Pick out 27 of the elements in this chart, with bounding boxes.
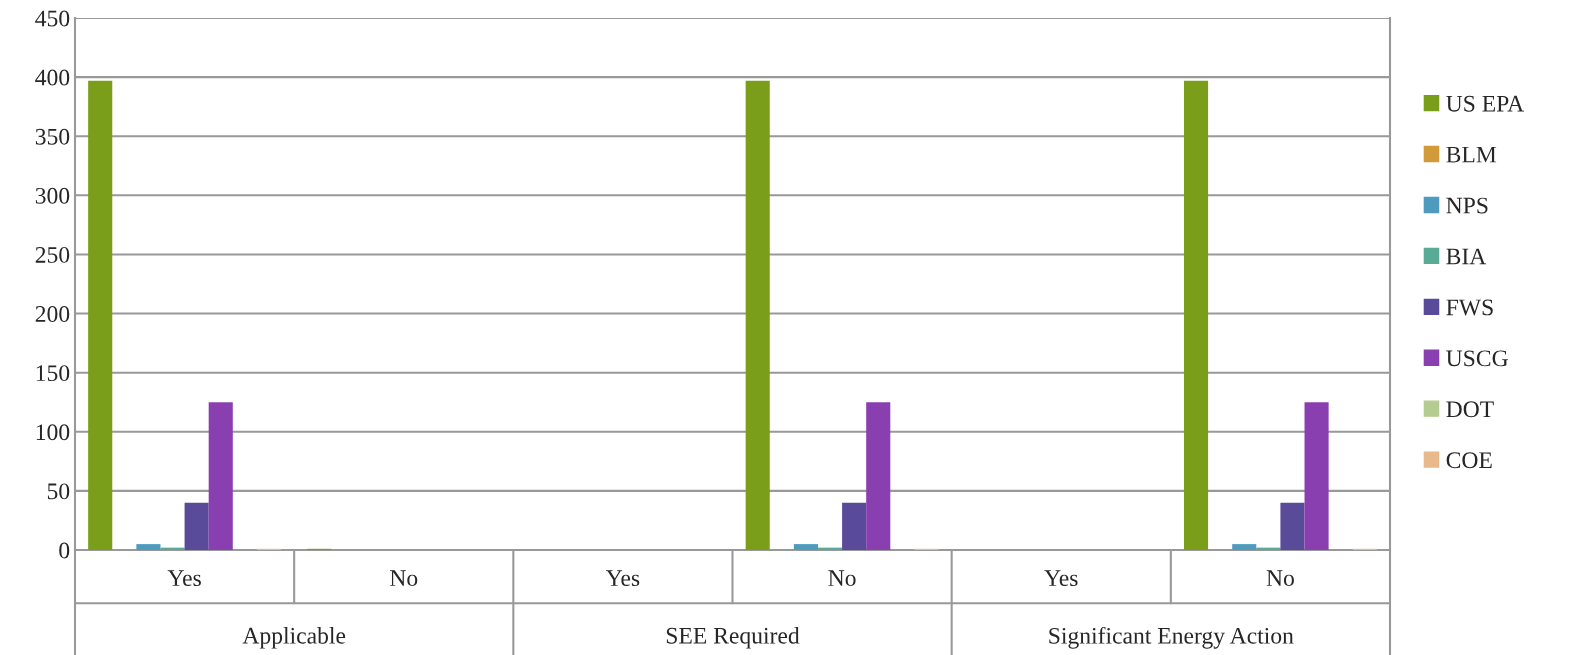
y-tick-label: 50 bbox=[47, 483, 70, 500]
x-tick-label: Yes bbox=[1044, 570, 1078, 587]
legend-label: BIA bbox=[1446, 248, 1487, 265]
text: SEE Required bbox=[666, 627, 800, 649]
text: Significant Energy Action bbox=[1049, 626, 1294, 649]
y-tick-label: 200 bbox=[35, 306, 70, 322]
legend-label: COE bbox=[1446, 452, 1492, 469]
legend-label: FWS bbox=[1446, 299, 1493, 316]
legend-label: NPS bbox=[1446, 197, 1488, 214]
text: Applicable bbox=[242, 627, 346, 649]
y-tick-label: 150 bbox=[36, 365, 70, 382]
x-tick-label: Yes bbox=[606, 570, 640, 587]
y-tick-label: 100 bbox=[36, 424, 70, 441]
y-tick-label: 0 bbox=[59, 542, 70, 559]
legend-label: BLM bbox=[1446, 146, 1497, 163]
x-tick-label: Yes bbox=[167, 570, 201, 587]
y-tick-label: 350 bbox=[35, 128, 70, 145]
y-tick-label: 300 bbox=[35, 187, 70, 204]
x-tick-label: No bbox=[1266, 570, 1294, 587]
y-tick-label: 400 bbox=[35, 69, 70, 86]
y-tick-label: 450 bbox=[35, 10, 70, 27]
x-tick-label: No bbox=[390, 570, 418, 587]
x-tick-label: No bbox=[828, 570, 856, 587]
y-tick-label: 250 bbox=[35, 246, 70, 263]
legend-label: USCG bbox=[1446, 350, 1508, 367]
legend-label: DOT bbox=[1446, 401, 1494, 418]
legend-label: US EPA bbox=[1446, 95, 1525, 112]
